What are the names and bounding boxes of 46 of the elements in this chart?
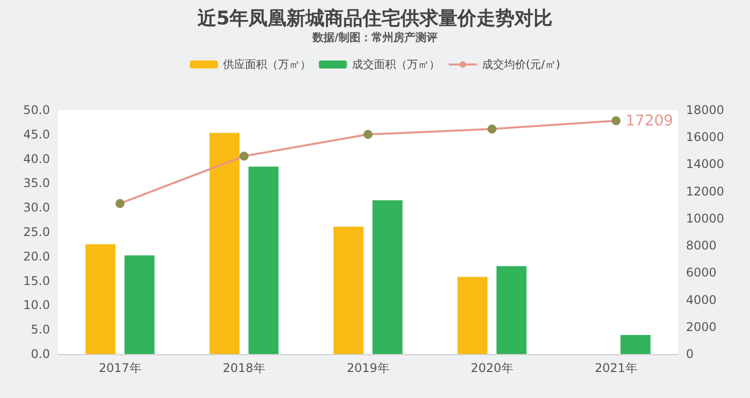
point bbox=[364, 130, 372, 139]
y-tick-label: 35.0 bbox=[23, 176, 50, 190]
point bbox=[240, 152, 248, 161]
y-tick-label: 45.0 bbox=[23, 127, 50, 142]
data-label: 17209 bbox=[626, 112, 674, 130]
y-tick-label: 30.0 bbox=[23, 200, 50, 215]
y-tick-label: 5.0 bbox=[30, 322, 50, 337]
bar bbox=[458, 276, 488, 354]
legend-label: 供应面积（万㎡） bbox=[222, 58, 311, 71]
chart-title: 近5年凤凰新城商品住宅供求量价走势对比 bbox=[196, 8, 553, 30]
y2-tick-label: 8000 bbox=[686, 238, 717, 253]
x-tick-label: 2020年 bbox=[470, 361, 514, 375]
point bbox=[612, 116, 620, 126]
y-tick-label: 40.0 bbox=[23, 152, 50, 166]
y2-tick-label: 6000 bbox=[686, 266, 717, 280]
y2-tick-label: 14000 bbox=[686, 157, 724, 172]
y2-tick-label: 12000 bbox=[686, 184, 724, 198]
x-tick-label: 2017年 bbox=[98, 361, 142, 375]
bar bbox=[620, 334, 650, 354]
x-tick-label: 2021年 bbox=[594, 361, 638, 375]
y-tick-label: 0.0 bbox=[30, 347, 50, 361]
y2-tick-label: 4000 bbox=[686, 292, 717, 307]
y-tick-label: 20.0 bbox=[23, 249, 50, 264]
y-tick-label: 50.0 bbox=[23, 103, 50, 117]
y-tick-label: 25.0 bbox=[23, 225, 50, 239]
bar bbox=[372, 200, 402, 354]
bar bbox=[248, 166, 278, 354]
legend-label: 成交面积（万㎡） bbox=[352, 58, 440, 71]
point bbox=[116, 199, 124, 208]
y-tick-label: 10.0 bbox=[23, 298, 50, 312]
y2-tick-label: 18000 bbox=[686, 103, 724, 117]
point bbox=[488, 124, 496, 134]
bar bbox=[124, 255, 154, 354]
y2-tick-label: 2000 bbox=[686, 320, 717, 334]
x-tick-label: 2018年 bbox=[222, 361, 266, 375]
bar bbox=[210, 132, 240, 354]
chart-subtitle: 数据/制图：常州房产测评 bbox=[311, 31, 438, 44]
y2-tick-label: 16000 bbox=[686, 130, 724, 144]
bar bbox=[496, 266, 526, 354]
y-tick-label: 15.0 bbox=[23, 274, 50, 288]
bar bbox=[334, 226, 364, 354]
y2-tick-label: 10000 bbox=[686, 211, 724, 226]
bar bbox=[86, 244, 116, 354]
y2-tick-label: 0 bbox=[686, 347, 694, 361]
legend-label: 成交均价(元/㎡) bbox=[482, 58, 560, 71]
x-tick-label: 2019年 bbox=[346, 361, 390, 375]
